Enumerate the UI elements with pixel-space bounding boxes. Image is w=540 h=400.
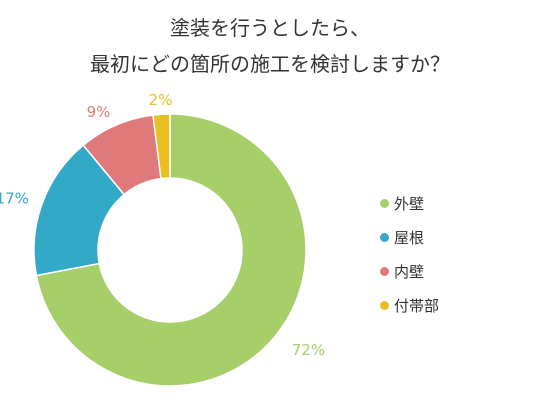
legend-swatch-outer-wall: [380, 198, 389, 208]
legend-swatch-inner-wall: [380, 266, 389, 276]
legend-item-accessory: 付帯部: [380, 288, 439, 322]
legend-label-accessory: 付帯部: [394, 296, 440, 315]
legend-item-inner-wall: 内壁: [380, 254, 439, 288]
chart-title-line-1: 塗装を行うとしたら、: [170, 16, 370, 40]
slice-outer-wall: [35, 113, 307, 387]
legend-label-outer-wall: 外壁: [394, 194, 425, 213]
legend-swatch-roof: [380, 232, 389, 242]
legend-label-roof: 屋根: [394, 228, 425, 247]
legend-label-inner-wall: 内壁: [394, 262, 425, 281]
data-label-outer-wall: 72%: [292, 341, 325, 359]
legend-swatch-accessory: [380, 300, 389, 310]
data-label-inner-wall: 9%: [87, 103, 111, 121]
data-label-accessory: 2%: [149, 91, 173, 109]
slice-accessory: [152, 113, 171, 180]
data-label-roof: 17%: [0, 190, 29, 208]
legend: 外壁 屋根 内壁 付帯部: [380, 186, 439, 322]
chart-title-line-2: 最初にどの箇所の施工を検討しますか？: [90, 52, 450, 76]
legend-item-roof: 屋根: [380, 220, 439, 254]
legend-item-outer-wall: 外壁: [380, 186, 439, 220]
